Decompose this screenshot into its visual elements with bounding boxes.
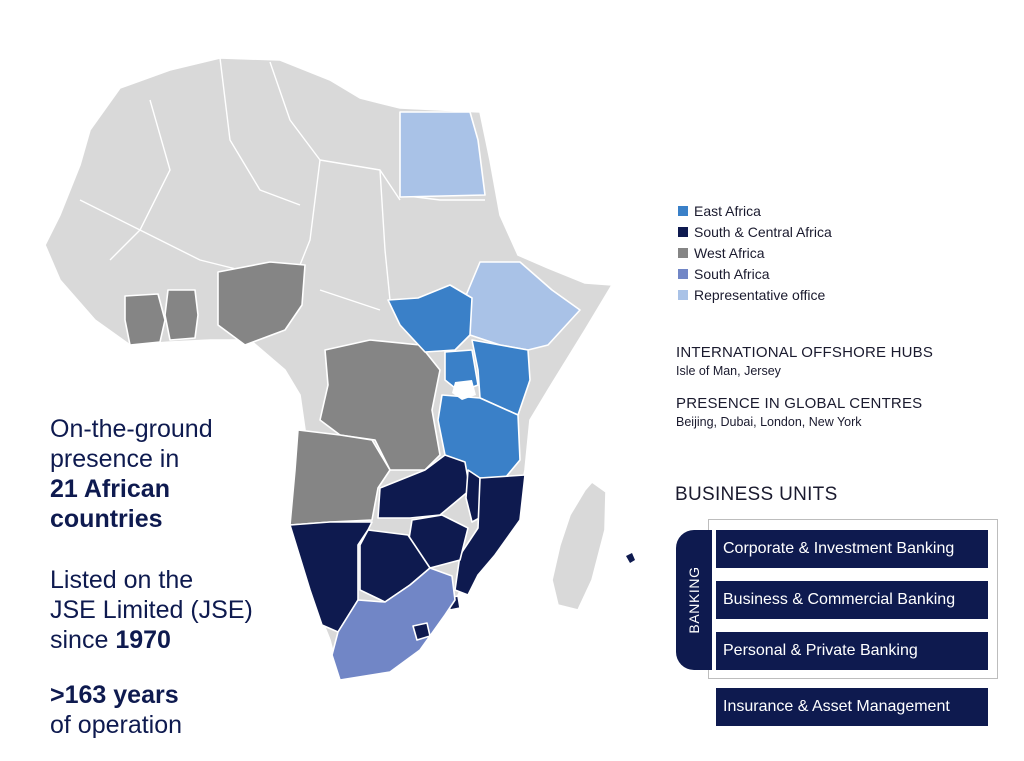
region-angola: [289, 429, 391, 526]
legend-swatch: [678, 289, 688, 300]
legend-swatch: [678, 247, 688, 258]
africa-map: [44, 57, 635, 681]
operation-line: of operation: [50, 711, 183, 739]
border-line: [319, 289, 381, 311]
legend-item: South & Central Africa: [678, 221, 832, 242]
offshore-hubs-list: Isle of Man, Jersey: [676, 364, 781, 378]
region-kenya: [471, 339, 531, 416]
region-ghana: [164, 289, 199, 341]
region-south-africa: [331, 567, 456, 681]
unit-corporate-investment-banking: Corporate & Investment Banking: [716, 530, 988, 568]
region-mozambique: [454, 474, 526, 596]
region-egypt: [399, 111, 486, 198]
listing-line: Listed on the: [50, 566, 194, 594]
legend-label: South & Central Africa: [694, 223, 832, 240]
legend-label: South Africa: [694, 265, 770, 282]
region-cote-divoire: [124, 293, 166, 346]
lake-victoria: [452, 380, 476, 400]
map-legend: East Africa South & Central Africa West …: [678, 200, 832, 305]
border-line: [379, 169, 391, 301]
listing-line: JSE Limited (JSE): [50, 596, 253, 624]
unit-insurance-asset-management: Insurance & Asset Management: [716, 688, 988, 726]
region-nigeria: [217, 261, 306, 346]
legend-swatch: [678, 226, 688, 237]
unit-business-commercial-banking: Business & Commercial Banking: [716, 581, 988, 619]
legend-label: Representative office: [694, 286, 826, 303]
madagascar-shape: [551, 481, 607, 611]
presence-line: On-the-ground: [50, 415, 213, 443]
presence-line-bold: countries: [50, 505, 163, 533]
region-lesotho: [412, 622, 431, 641]
banking-label: BANKING: [686, 566, 702, 634]
legend-label: West Africa: [694, 244, 765, 261]
operation-statement: >163 years of operation: [50, 680, 182, 740]
unit-personal-private-banking: Personal & Private Banking: [716, 632, 988, 670]
presence-line-bold: 21 African: [50, 475, 170, 503]
presence-statement: On-the-ground presence in 21 African cou…: [50, 414, 213, 534]
global-centres-list: Beijing, Dubai, London, New York: [676, 415, 862, 429]
legend-item: West Africa: [678, 242, 832, 263]
global-centres-title: PRESENCE IN GLOBAL CENTRES: [676, 395, 923, 412]
presence-line: presence in: [50, 445, 180, 473]
operation-years: >163 years: [50, 681, 179, 709]
border-line: [219, 57, 301, 206]
legend-item: South Africa: [678, 263, 832, 284]
region-namibia: [289, 521, 373, 633]
listing-line: since 1970: [50, 626, 171, 654]
border-line: [79, 199, 241, 271]
offshore-hubs-title: INTERNATIONAL OFFSHORE HUBS: [676, 344, 934, 361]
legend-swatch: [678, 268, 688, 279]
legend-item: Representative office: [678, 284, 832, 305]
listing-statement: Listed on the JSE Limited (JSE) since 19…: [50, 565, 253, 655]
mauritius-dot: [626, 553, 635, 563]
border-line: [109, 99, 171, 261]
region-south-sudan: [387, 284, 473, 353]
banking-tab: BANKING: [676, 530, 712, 670]
legend-swatch: [678, 205, 688, 216]
legend-item: East Africa: [678, 200, 832, 221]
legend-label: East Africa: [694, 202, 761, 219]
business-units-title: BUSINESS UNITS: [675, 484, 838, 505]
